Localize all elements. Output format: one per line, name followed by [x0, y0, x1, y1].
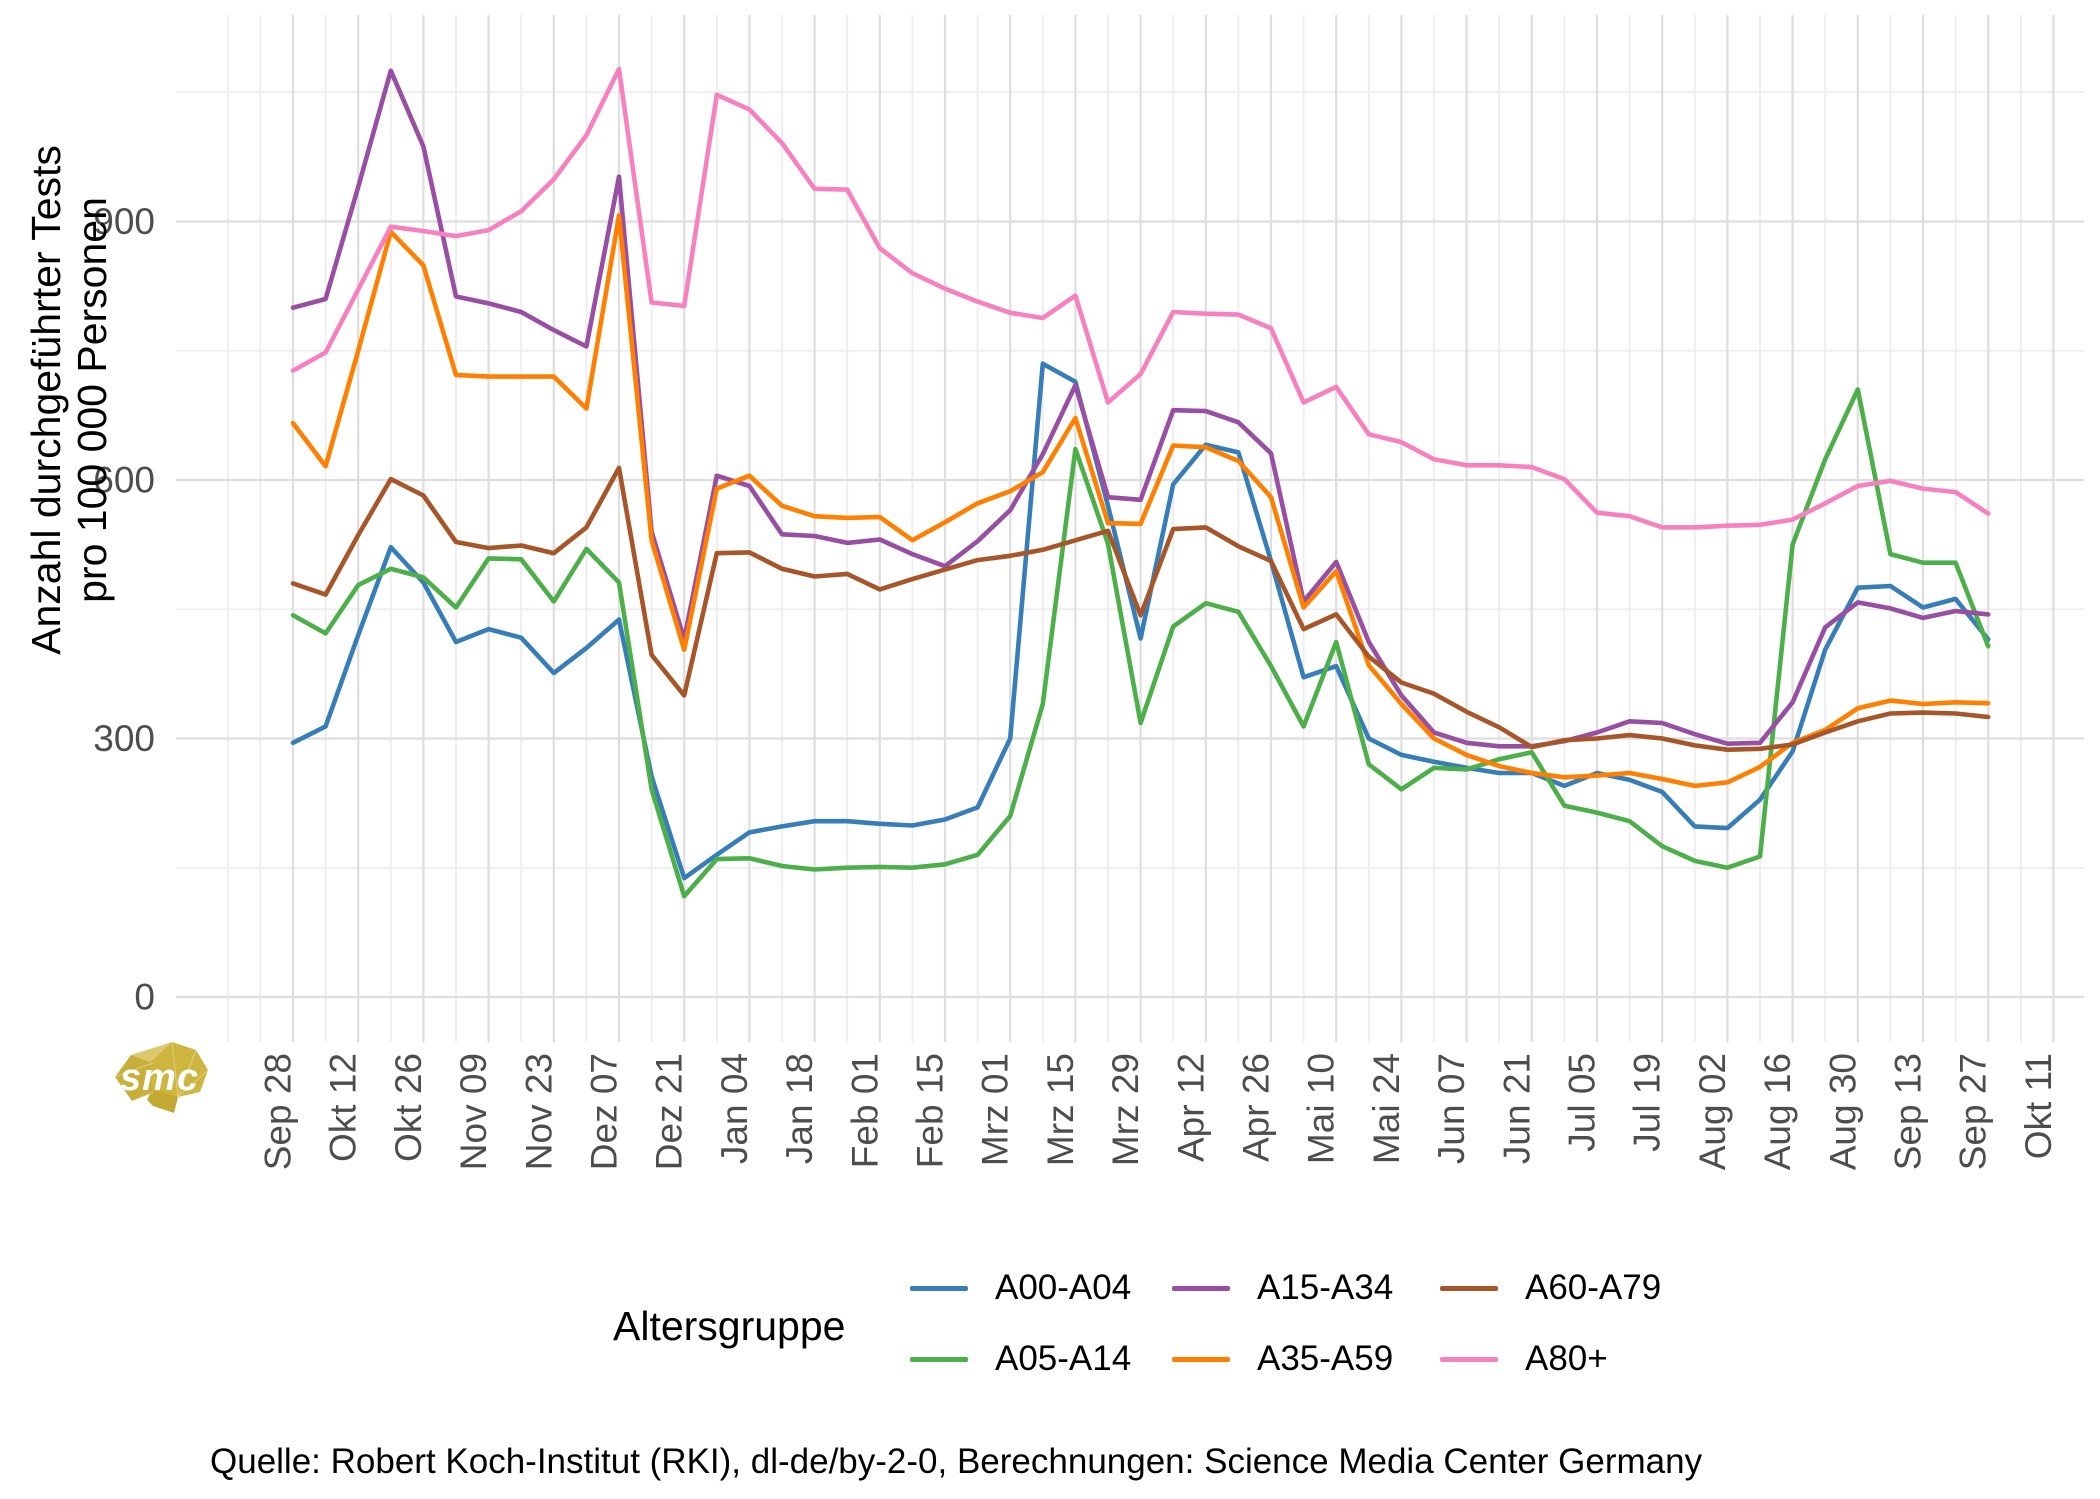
- x-tick-label-Sep-27: Sep 27: [1953, 1053, 1994, 1170]
- x-tick-label-Jun-07: Jun 07: [1431, 1053, 1472, 1164]
- x-tick-label-Apr-12: Apr 12: [1170, 1053, 1211, 1162]
- x-tick-label-Apr-26: Apr 26: [1236, 1053, 1277, 1162]
- x-tick-label-Jul-19: Jul 19: [1627, 1053, 1668, 1152]
- legend-swatch-a15-a34: [1172, 1285, 1230, 1291]
- legend-swatch-a60-a79: [1440, 1285, 1498, 1291]
- y-tick-label-300: 300: [93, 718, 155, 759]
- x-tick-label-Dez-21: Dez 21: [649, 1053, 690, 1170]
- x-tick-label-Jul-05: Jul 05: [1562, 1053, 1603, 1152]
- legend-swatch-a05-a14: [910, 1356, 968, 1362]
- x-tick-label-Mai-10: Mai 10: [1301, 1053, 1342, 1164]
- x-tick-label-Feb-15: Feb 15: [910, 1053, 951, 1168]
- x-tick-label-Aug-02: Aug 02: [1692, 1053, 1733, 1170]
- smc-logo-shape: [114, 1041, 209, 1113]
- legend-item-a05-a14: A05-A14: [910, 1338, 1131, 1380]
- smc-logo: smc: [114, 1041, 209, 1113]
- y-tick-label-600: 600: [93, 459, 155, 500]
- legend-swatch-a80plus: [1440, 1356, 1498, 1362]
- legend-title: Altersgruppe: [613, 1303, 846, 1349]
- legend-swatch-a00-a04: [910, 1285, 968, 1291]
- legend-label-a35-a59: A35-A59: [1257, 1339, 1394, 1378]
- x-tick-label-Okt-11: Okt 11: [2018, 1053, 2059, 1159]
- x-tick-label-Sep-28: Sep 28: [258, 1053, 299, 1170]
- x-tick-label-Mrz-15: Mrz 15: [1040, 1053, 1081, 1166]
- x-tick-label-Aug-30: Aug 30: [1822, 1053, 1863, 1170]
- legend-label-a05-a14: A05-A14: [995, 1339, 1132, 1378]
- x-tick-label-Nov-09: Nov 09: [453, 1053, 494, 1170]
- x-tick-label-Dez-07: Dez 07: [584, 1053, 625, 1170]
- y-axis-title: Anzahl durchgeführter Tests pro 100 000 P…: [23, 145, 115, 655]
- legend-swatch-a35-a59: [1172, 1356, 1230, 1362]
- source-caption: Quelle: Robert Koch-Institut (RKI), dl-d…: [210, 1442, 1703, 1481]
- x-tick-label-Jun-21: Jun 21: [1496, 1053, 1537, 1164]
- x-tick-label-Feb-01: Feb 01: [844, 1053, 885, 1168]
- x-tick-label-Aug-16: Aug 16: [1757, 1053, 1798, 1170]
- legend-label-a00-a04: A00-A04: [995, 1268, 1132, 1307]
- x-tick-label-Okt-26: Okt 26: [388, 1053, 429, 1162]
- svg-text:pro 100 000 Personen: pro 100 000 Personen: [69, 197, 115, 603]
- gridlines-minor: [176, 15, 2084, 1042]
- line-A60-A79: [290, 465, 1991, 752]
- legend-label-a15-a34: A15-A34: [1257, 1268, 1394, 1307]
- line-A05-A14: [290, 387, 1991, 899]
- legend-item-a80plus: A80+: [1440, 1338, 1608, 1380]
- svg-text:Anzahl durchgeführter Tests: Anzahl durchgeführter Tests: [23, 145, 69, 655]
- line-A15-A34: [290, 68, 1991, 749]
- x-tick-label-Nov-23: Nov 23: [518, 1053, 559, 1170]
- smc-logo-text: smc: [120, 1057, 199, 1099]
- y-tick-label-900: 900: [93, 201, 155, 242]
- x-tick-label-Mai-24: Mai 24: [1366, 1053, 1407, 1164]
- x-tick-label-Okt-12: Okt 12: [323, 1053, 364, 1162]
- gridlines-major: [176, 15, 2084, 1042]
- legend-item-a15-a34: A15-A34: [1172, 1267, 1393, 1309]
- line-A80+: [290, 66, 1991, 530]
- x-tick-label-Jan-18: Jan 18: [779, 1053, 820, 1164]
- x-tick-label-Mrz-01: Mrz 01: [975, 1053, 1016, 1166]
- legend-item-a00-a04: A00-A04: [910, 1267, 1131, 1309]
- x-tick-label-Mrz-29: Mrz 29: [1105, 1053, 1146, 1166]
- line-A35-A59: [290, 213, 1991, 789]
- x-axis-tick-labels: Sep 28 Okt 12 Okt 26 Nov 09 Nov 23 Dez 07 Dez …: [258, 1053, 2059, 1170]
- legend-label-a80plus: A80+: [1525, 1339, 1608, 1378]
- x-tick-label-Sep-13: Sep 13: [1888, 1053, 1929, 1170]
- legend-label-a60-a79: A60-A79: [1525, 1268, 1662, 1307]
- x-tick-label-Jan-04: Jan 04: [714, 1053, 755, 1164]
- y-tick-label-0: 0: [134, 977, 155, 1018]
- line-A00-A04: [290, 361, 1991, 881]
- y-axis-tick-labels: 0 300 600 900: [93, 201, 155, 1018]
- legend-item-a60-a79: A60-A79: [1440, 1267, 1661, 1309]
- legend-item-a35-a59: A35-A59: [1172, 1338, 1393, 1380]
- series-lines: [290, 66, 1991, 899]
